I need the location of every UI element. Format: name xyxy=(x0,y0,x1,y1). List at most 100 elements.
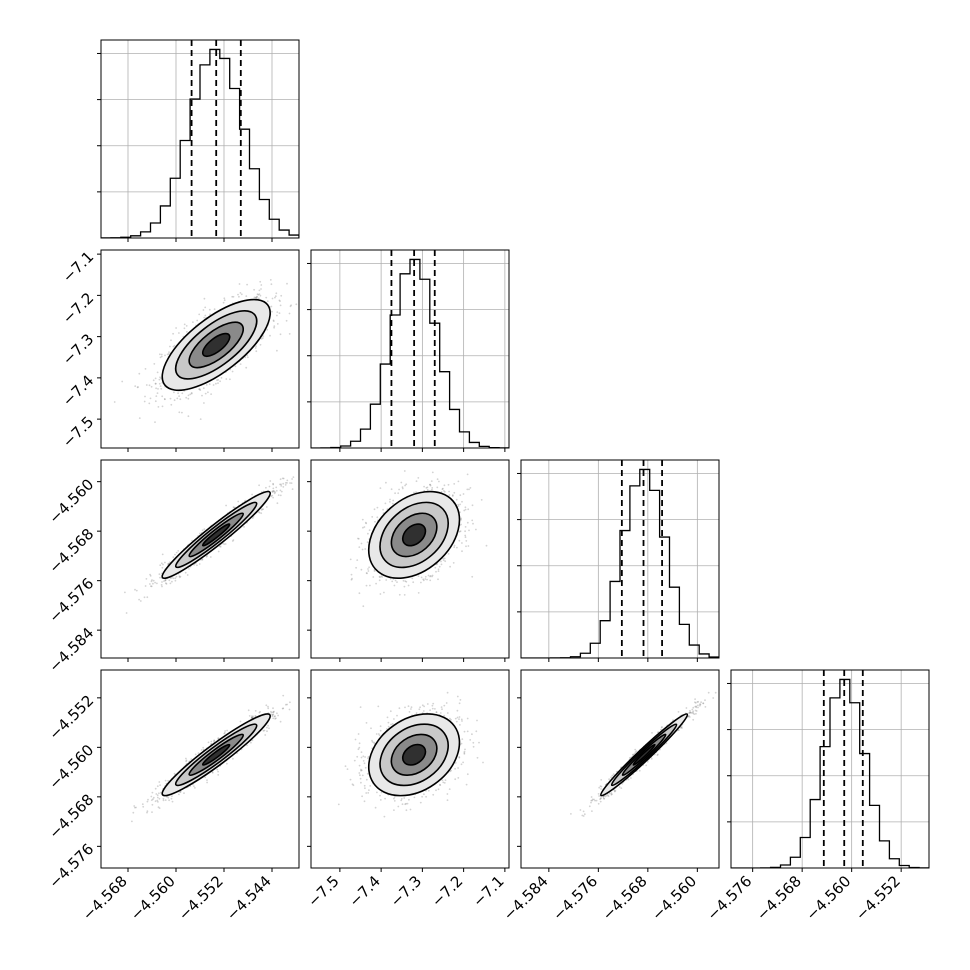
scatter-point xyxy=(279,300,281,302)
scatter-point xyxy=(376,506,379,509)
scatter-point xyxy=(384,502,387,505)
histogram-panel-0 xyxy=(101,40,299,238)
scatter-point xyxy=(172,556,175,558)
scatter-point xyxy=(271,494,274,497)
scatter-point xyxy=(353,759,356,762)
scatter-point xyxy=(258,484,260,487)
scatter-point xyxy=(362,755,365,758)
y-tick-label: −4.560 xyxy=(45,475,97,527)
scatter-point xyxy=(599,785,602,787)
scatter-point xyxy=(204,314,207,317)
scatter-point xyxy=(582,815,585,817)
scatter-point xyxy=(608,792,611,795)
scatter-point xyxy=(423,705,425,708)
y-tick-label: −4.568 xyxy=(45,790,97,842)
scatter-point xyxy=(446,691,449,694)
scatter-point xyxy=(379,593,382,595)
scatter-point xyxy=(657,731,659,734)
contour-line xyxy=(379,723,449,787)
scatter-point xyxy=(196,564,198,567)
scatter-point xyxy=(158,781,161,783)
scatter-point xyxy=(169,582,172,585)
scatter-point xyxy=(272,711,275,713)
scatter-point xyxy=(381,576,383,578)
scatter-point xyxy=(137,386,139,388)
scatter-point xyxy=(173,772,176,775)
scatter-point xyxy=(276,502,279,505)
scatter-point xyxy=(171,795,173,797)
scatter-point xyxy=(364,548,367,550)
scatter-point xyxy=(448,494,451,496)
scatter-point xyxy=(266,328,269,331)
scatter-point xyxy=(685,707,688,709)
scatter-point xyxy=(618,786,621,788)
scatter-point xyxy=(450,769,452,772)
scatter-point xyxy=(415,491,417,493)
scatter-point xyxy=(156,785,159,788)
scatter-point xyxy=(152,579,155,582)
scatter-point xyxy=(159,376,161,379)
scatter-point xyxy=(224,543,227,545)
scatter-point xyxy=(570,813,572,815)
scatter-point xyxy=(413,796,416,799)
scatter-point xyxy=(121,380,124,383)
scatter-point xyxy=(173,344,176,347)
scatter-point xyxy=(689,711,692,714)
scatter-point xyxy=(457,659,459,661)
scatter-point xyxy=(699,703,701,706)
scatter-point xyxy=(440,560,442,563)
scatter-point xyxy=(453,546,456,549)
scatter-point xyxy=(131,820,133,823)
scatter-point xyxy=(393,718,395,720)
scatter-panel-3-1 xyxy=(337,659,484,818)
scatter-point xyxy=(357,748,360,751)
scatter-point xyxy=(254,296,257,299)
scatter-point xyxy=(202,746,205,749)
scatter-point xyxy=(475,730,478,733)
scatter-point xyxy=(217,770,220,773)
scatter-point xyxy=(166,353,169,356)
scatter-point xyxy=(139,600,142,602)
scatter-point xyxy=(146,596,149,599)
scatter-point xyxy=(365,778,368,781)
scatter-point xyxy=(393,800,396,802)
scatter-point xyxy=(191,539,194,542)
scatter-point xyxy=(248,715,251,717)
scatter-point xyxy=(404,706,406,709)
scatter-point xyxy=(212,384,215,386)
scatter-point xyxy=(171,580,173,583)
scatter-point xyxy=(408,798,410,801)
scatter-point xyxy=(163,398,166,400)
scatter-point xyxy=(467,545,470,547)
scatter-point xyxy=(366,572,368,575)
scatter-point xyxy=(396,714,398,717)
scatter-point xyxy=(274,491,277,494)
scatter-point xyxy=(476,756,479,759)
scatter-point xyxy=(146,811,148,814)
scatter-point xyxy=(457,480,460,483)
scatter-point xyxy=(453,483,456,485)
scatter-point xyxy=(154,787,157,790)
scatter-point xyxy=(160,387,163,390)
scatter-point xyxy=(420,576,423,579)
scatter-point xyxy=(260,288,262,290)
scatter-point xyxy=(179,791,182,794)
scatter-point xyxy=(178,576,181,579)
scatter-point xyxy=(600,797,602,799)
scatter-point xyxy=(157,801,159,803)
scatter-point xyxy=(177,392,180,395)
scatter-point xyxy=(272,490,274,492)
scatter-point xyxy=(403,797,406,799)
scatter-point xyxy=(254,715,257,717)
scatter-point xyxy=(593,798,595,801)
x-tick-label: −4.544 xyxy=(223,872,275,924)
scatter-point xyxy=(696,701,699,703)
scatter-point xyxy=(422,579,425,582)
contour-line xyxy=(632,743,656,766)
scatter-point xyxy=(429,709,431,712)
scatter-panel-3-2 xyxy=(570,691,717,817)
scatter-point xyxy=(265,704,268,707)
scatter-point xyxy=(444,560,447,563)
scatter-point xyxy=(452,562,455,564)
